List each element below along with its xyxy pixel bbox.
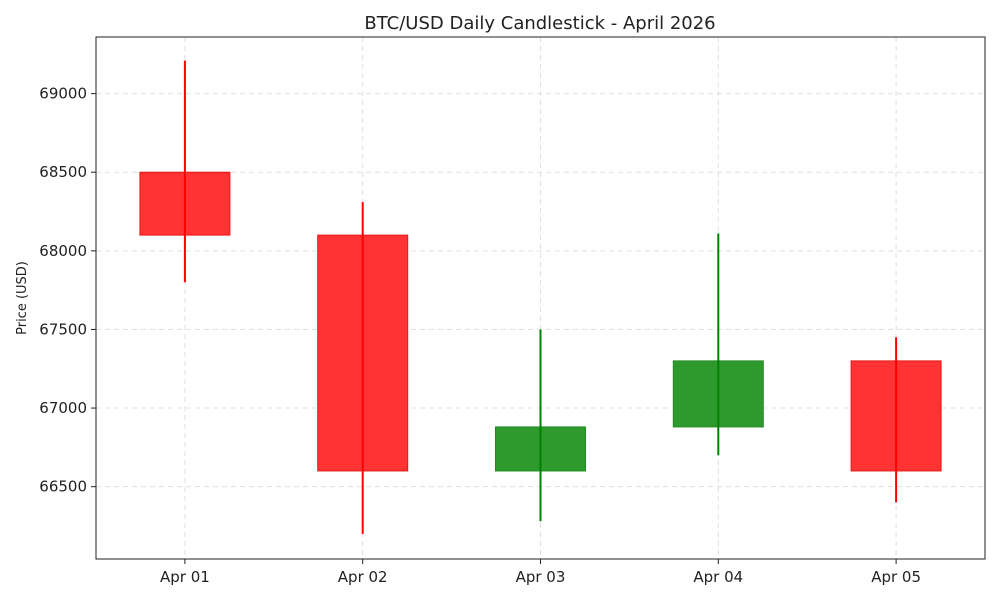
y-tick-label: 68000 [39,242,87,260]
y-tick-label: 69000 [39,85,87,103]
x-tick-label: Apr 03 [516,568,566,586]
y-axis-label: Price (USD) [15,261,30,335]
y-tick-label: 66500 [39,478,87,496]
grid-layer [96,37,985,559]
y-tick-label: 68500 [39,163,87,181]
candle [495,329,586,522]
candle [672,233,764,456]
chart-title: BTC/USD Daily Candlestick - April 2026 [364,13,715,34]
candle [139,60,231,283]
x-tick-label: Apr 05 [871,568,921,586]
y-tick-label: 67000 [39,399,87,417]
candle-layer [139,60,942,534]
x-tick-label: Apr 01 [160,568,210,586]
x-tick-label: Apr 02 [338,568,388,586]
x-tick-label: Apr 04 [693,568,743,586]
y-tick-label: 67500 [39,320,87,338]
candle [850,337,942,503]
tick-layer: 66500 67000 67500 68000 68500 69000 Apr 01 Apr … [39,85,921,586]
candle [317,202,409,534]
